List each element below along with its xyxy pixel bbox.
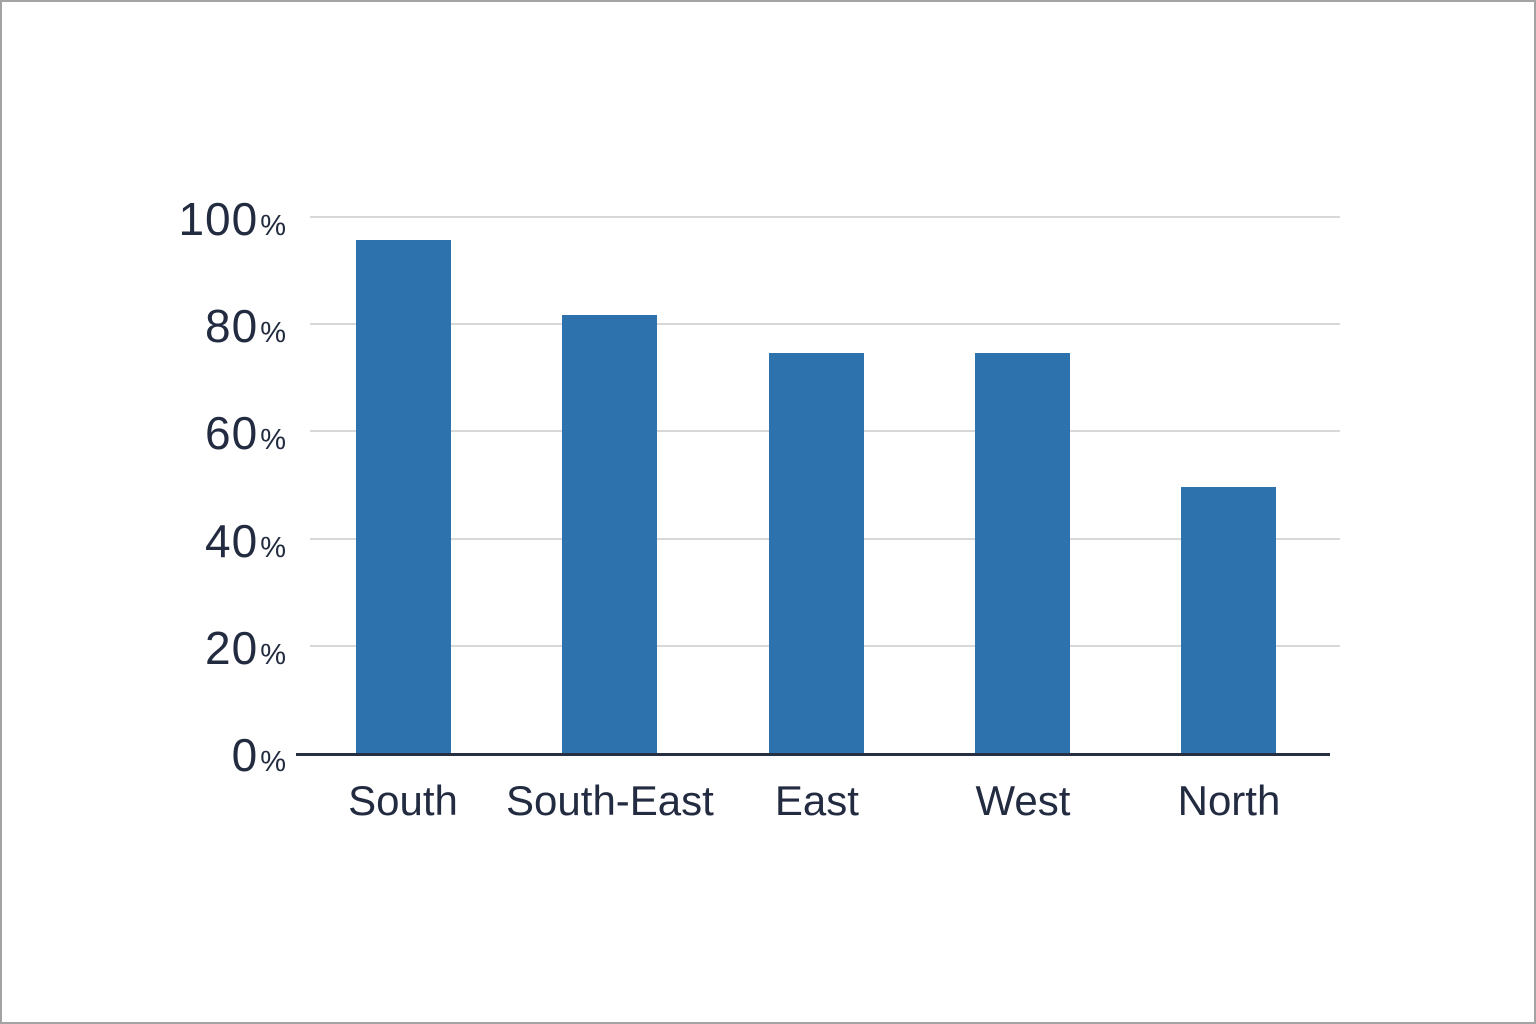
percent-sign: % [260, 531, 286, 564]
percent-sign: % [260, 210, 286, 242]
y-tick-number: 20 [205, 621, 259, 674]
bar-east [768, 353, 864, 755]
bar-slot-north [1126, 219, 1332, 755]
bar-west [974, 353, 1070, 755]
x-axis-label-east: East [774, 777, 859, 824]
percent-sign: % [260, 424, 286, 457]
y-tick-number: 80 [205, 300, 259, 353]
plot-area [296, 216, 1340, 756]
percent-sign: % [260, 746, 286, 778]
x-axis-label-south: South [348, 777, 458, 824]
gridline-80 [310, 323, 1340, 326]
bar-slot-south [300, 219, 506, 755]
x-axis-label-south-east: South-East [506, 777, 714, 824]
x-axis-label-west: West [975, 777, 1071, 824]
x-axis-label-north: North [1177, 777, 1281, 824]
y-tick-number: 100 [178, 193, 259, 245]
gridline-100 [310, 216, 1340, 218]
y-tick-label-80: 80% [205, 303, 286, 349]
y-tick-label-20: 20% [205, 625, 286, 671]
bar-north [1181, 487, 1277, 755]
x-axis-category-labels: South South-East East West North [300, 777, 1332, 824]
bar-south-east [562, 315, 658, 755]
y-tick-number: 0 [231, 729, 259, 781]
y-tick-number: 40 [205, 514, 259, 567]
bar-south [355, 240, 451, 755]
bar-series [300, 219, 1332, 755]
percent-sign: % [260, 638, 286, 671]
bar-slot-west [919, 219, 1125, 755]
y-tick-label-40: 40% [205, 518, 286, 564]
y-axis-tick-labels: 100% 80% 60% 40% 20% 0% [2, 196, 286, 778]
y-tick-label-100: 100% [178, 196, 286, 242]
bar-slot-east [713, 219, 919, 755]
percent-sign: % [260, 317, 286, 350]
y-tick-number: 60 [205, 407, 259, 460]
x-axis-line [296, 753, 1330, 756]
y-tick-label-0: 0% [232, 732, 286, 778]
y-tick-label-60: 60% [205, 410, 286, 456]
bar-slot-south-east [506, 219, 712, 755]
